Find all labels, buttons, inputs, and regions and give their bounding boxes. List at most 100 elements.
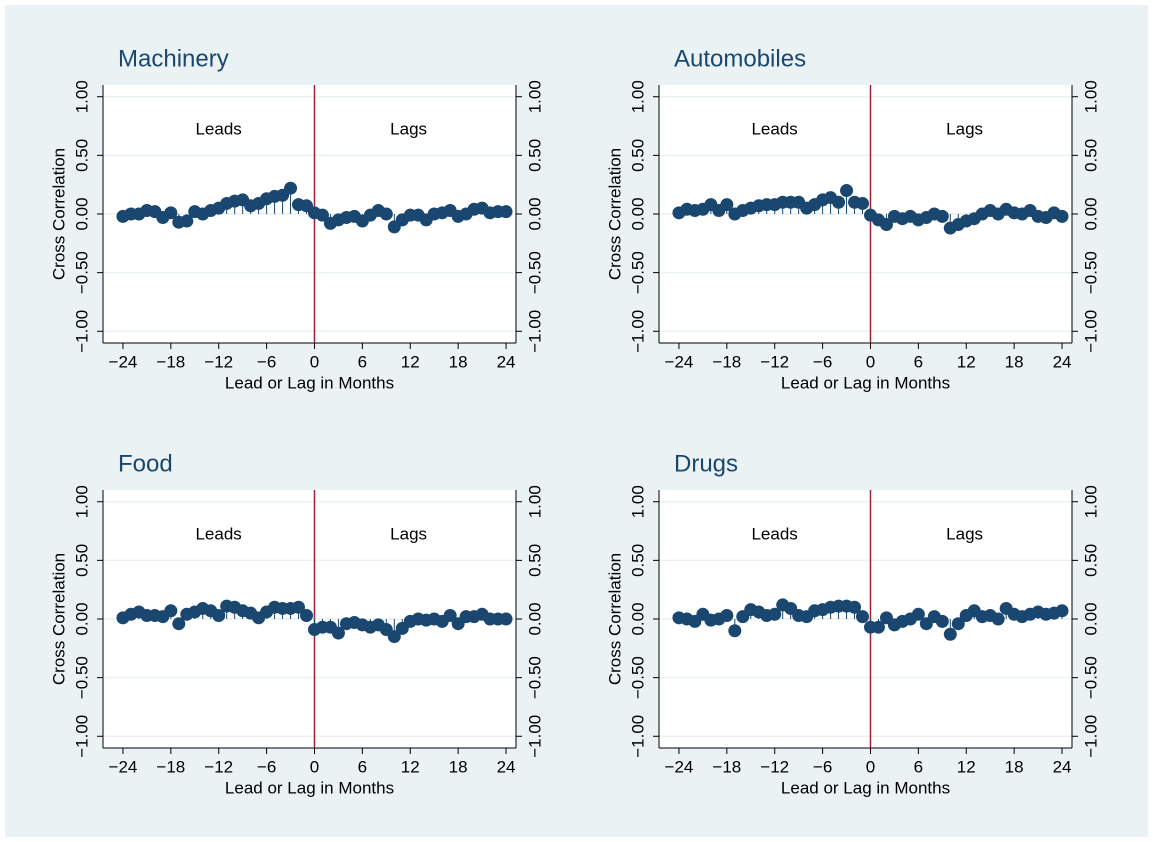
marker xyxy=(164,206,178,220)
y-tick-label: 0.00 xyxy=(628,602,647,635)
x-tick-label: 18 xyxy=(1005,352,1024,371)
y2-tick-label: 0.00 xyxy=(1081,602,1100,635)
marker xyxy=(499,205,513,219)
y-axis-title: Cross Correlation xyxy=(49,553,68,685)
y2-tick-label: 0.00 xyxy=(1081,197,1100,230)
y-tick-label: 1.00 xyxy=(72,485,91,518)
x-tick-label: −12 xyxy=(204,352,233,371)
annotation: Lags xyxy=(390,119,427,138)
marker xyxy=(292,600,306,614)
y2-tick-label: 0.00 xyxy=(525,197,544,230)
y-tick-label: 0.50 xyxy=(72,139,91,172)
x-tick-label: 6 xyxy=(914,352,923,371)
x-tick-label: −18 xyxy=(156,352,185,371)
marker xyxy=(720,608,734,622)
x-tick-label: 24 xyxy=(497,757,516,776)
annotation: Leads xyxy=(751,524,797,543)
x-tick-label: 24 xyxy=(1053,352,1072,371)
marker xyxy=(943,627,957,641)
y2-tick-label: −1.00 xyxy=(1081,310,1100,353)
marker xyxy=(164,604,178,618)
annotation: Lags xyxy=(946,119,983,138)
y2-tick-label: −1.00 xyxy=(525,310,544,353)
x-tick-label: −18 xyxy=(156,757,185,776)
x-tick-label: 0 xyxy=(310,757,319,776)
marker xyxy=(848,600,862,614)
x-tick-label: −12 xyxy=(760,352,789,371)
y2-tick-label: 0.50 xyxy=(1081,139,1100,172)
y-tick-label: 0.50 xyxy=(628,139,647,172)
marker xyxy=(443,608,457,622)
x-tick-label: −18 xyxy=(712,757,741,776)
y-tick-label: 1.00 xyxy=(628,80,647,113)
y2-tick-label: 0.50 xyxy=(525,544,544,577)
x-tick-label: −12 xyxy=(204,757,233,776)
y2-tick-label: −0.50 xyxy=(1081,251,1100,294)
y-tick-label: −0.50 xyxy=(72,656,91,699)
annotation: Leads xyxy=(195,524,241,543)
marker xyxy=(284,181,298,195)
panel-title: Machinery xyxy=(118,45,229,72)
marker xyxy=(499,612,513,626)
x-tick-label: −24 xyxy=(109,352,138,371)
y-tick-label: 0.00 xyxy=(72,602,91,635)
x-tick-label: −24 xyxy=(109,757,138,776)
y2-tick-label: 0.00 xyxy=(525,602,544,635)
y2-tick-label: 0.50 xyxy=(1081,544,1100,577)
y-tick-label: 1.00 xyxy=(628,485,647,518)
x-tick-label: −6 xyxy=(813,352,832,371)
y-tick-label: 0.50 xyxy=(72,544,91,577)
x-tick-label: 24 xyxy=(1053,757,1072,776)
marker xyxy=(720,198,734,212)
marker xyxy=(871,620,885,634)
x-axis-title: Lead or Lag in Months xyxy=(781,373,950,392)
y-tick-label: −1.00 xyxy=(628,715,647,758)
marker xyxy=(840,184,854,198)
marker xyxy=(180,214,194,228)
annotation: Lags xyxy=(946,524,983,543)
annotation: Leads xyxy=(751,119,797,138)
x-tick-label: 12 xyxy=(401,352,420,371)
x-tick-label: −6 xyxy=(813,757,832,776)
x-axis-title: Lead or Lag in Months xyxy=(781,778,950,797)
marker xyxy=(911,607,925,621)
y-tick-label: −1.00 xyxy=(72,310,91,353)
y-tick-label: 1.00 xyxy=(72,80,91,113)
annotation: Leads xyxy=(195,119,241,138)
x-tick-label: 0 xyxy=(310,352,319,371)
marker xyxy=(1055,209,1069,223)
annotation: Lags xyxy=(390,524,427,543)
marker xyxy=(387,630,401,644)
x-axis-title: Lead or Lag in Months xyxy=(225,373,394,392)
marker xyxy=(728,624,742,638)
y-tick-label: −0.50 xyxy=(628,656,647,699)
marker xyxy=(379,207,393,221)
x-axis-title: Lead or Lag in Months xyxy=(225,778,394,797)
y-tick-label: −0.50 xyxy=(72,251,91,294)
y-tick-label: 0.00 xyxy=(628,197,647,230)
y2-tick-label: −1.00 xyxy=(525,715,544,758)
x-tick-label: −24 xyxy=(665,352,694,371)
x-tick-label: −24 xyxy=(665,757,694,776)
marker xyxy=(172,617,186,631)
x-tick-label: 12 xyxy=(957,352,976,371)
marker xyxy=(951,617,965,631)
x-tick-label: 0 xyxy=(866,352,875,371)
x-tick-label: 18 xyxy=(449,757,468,776)
x-tick-label: 6 xyxy=(914,757,923,776)
y2-tick-label: 1.00 xyxy=(525,485,544,518)
marker xyxy=(212,608,226,622)
marker xyxy=(1055,604,1069,618)
y2-tick-label: −0.50 xyxy=(525,656,544,699)
marker xyxy=(935,614,949,628)
y2-tick-label: 1.00 xyxy=(1081,80,1100,113)
x-tick-label: −12 xyxy=(760,757,789,776)
marker xyxy=(832,195,846,209)
y-tick-label: 0.00 xyxy=(72,197,91,230)
x-tick-label: 24 xyxy=(497,352,516,371)
x-tick-label: 12 xyxy=(957,757,976,776)
marker xyxy=(856,196,870,210)
y-tick-label: −0.50 xyxy=(628,251,647,294)
y-axis-title: Cross Correlation xyxy=(605,553,624,685)
